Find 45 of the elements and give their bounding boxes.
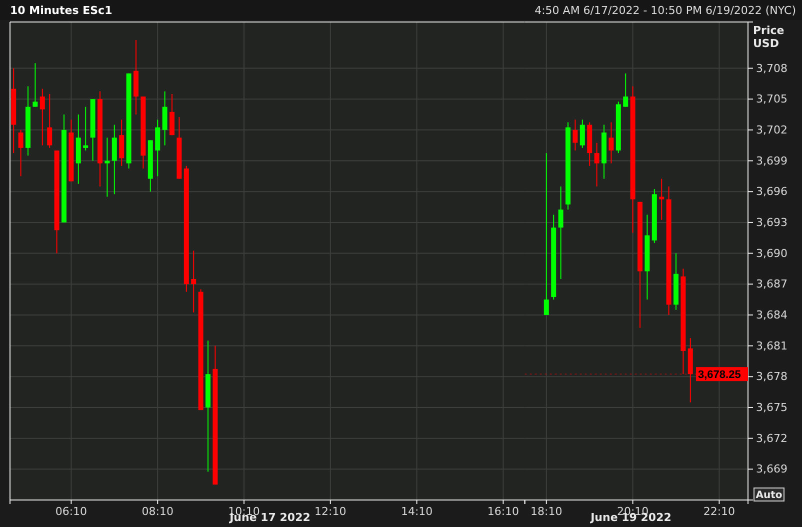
y-axis-title: Price USD [753,24,784,50]
candlestick [119,119,124,166]
y-tick-label: 3,687 [756,278,788,291]
x-tick-label: 06:10 [55,504,88,518]
x-tick-label: 14:10 [400,504,433,518]
x-tick-label: 12:10 [314,504,346,518]
candlestick [594,142,600,187]
candlestick [623,72,628,108]
candlestick [40,88,45,146]
candlestick [191,250,196,313]
candlestick [659,178,664,220]
y-tick-label: 3,669 [756,462,788,476]
candlestick [104,137,110,198]
candlestick [47,93,52,148]
candlestick [608,122,614,164]
y-tick-label: 3,705 [756,92,788,106]
chart-title: 10 Minutes ESc1 [10,4,112,17]
candlestick [580,119,585,148]
x-tick-label: 22:10 [703,504,736,518]
candlestick [558,186,564,280]
auto-button: Auto [754,488,784,502]
y-tick-label: 3,690 [756,246,788,260]
y-tick-label: 3,708 [756,62,788,75]
candlestick [170,93,174,136]
x-tick-label: 08:10 [142,504,174,518]
y-tick-label: 3,702 [756,123,788,136]
y-tick-label: 3,678 [756,370,788,384]
chart-subtitle: 4:50 AM 6/17/2022 - 10:50 PM 6/19/2022 (NYC) [534,4,796,17]
candlestick [572,119,578,151]
y-tick-label: 3,675 [756,401,788,414]
y-tick-label: 3,684 [756,308,788,322]
y-tick-label: 3,699 [756,154,788,168]
y-tick-label: 3,672 [756,432,788,445]
candlestick [83,106,88,151]
y-tick-label: 3,681 [756,339,788,352]
ref-line-label: 3,678.25 [698,369,741,382]
candlestick [162,90,168,146]
x-tick-label: 16:10 [487,504,520,518]
candlestick [32,62,38,108]
candlestick [18,129,24,177]
candlestick [112,124,117,195]
y-tick-label: 3,696 [756,185,788,198]
y-tick-label: 3,693 [756,216,788,229]
candlestick [155,119,160,177]
x-tick-label: 18:10 [530,504,562,518]
